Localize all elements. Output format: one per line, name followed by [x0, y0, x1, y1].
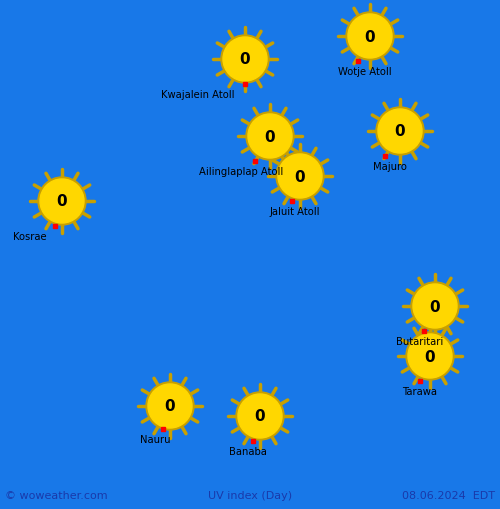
Circle shape	[278, 155, 322, 199]
Circle shape	[378, 110, 422, 154]
Text: Wotje Atoll: Wotje Atoll	[338, 67, 392, 77]
Text: 0: 0	[430, 299, 440, 314]
Circle shape	[221, 36, 269, 84]
Text: Majuro: Majuro	[373, 162, 407, 172]
Text: 08.06.2024  EDT: 08.06.2024 EDT	[402, 490, 495, 500]
Circle shape	[223, 38, 267, 82]
Circle shape	[40, 180, 84, 223]
Text: Kwajalein Atoll: Kwajalein Atoll	[161, 90, 235, 100]
Text: 0: 0	[264, 129, 276, 144]
Text: UV index (Day): UV index (Day)	[208, 490, 292, 500]
Circle shape	[248, 115, 292, 159]
Circle shape	[146, 382, 194, 430]
Text: 0: 0	[56, 194, 68, 209]
Text: Kosrae: Kosrae	[13, 232, 47, 242]
Circle shape	[406, 332, 454, 380]
Text: 0: 0	[364, 30, 376, 44]
Circle shape	[411, 282, 459, 330]
Text: Butaritari: Butaritari	[396, 336, 444, 346]
Circle shape	[346, 13, 394, 61]
Text: Banaba: Banaba	[229, 446, 267, 456]
Text: Ailinglaplap Atoll: Ailinglaplap Atoll	[199, 166, 283, 177]
Text: Tarawa: Tarawa	[402, 386, 438, 396]
Text: 0: 0	[164, 399, 175, 414]
Circle shape	[246, 113, 294, 161]
Circle shape	[348, 15, 392, 59]
Circle shape	[376, 108, 424, 156]
Circle shape	[148, 384, 192, 428]
Circle shape	[236, 392, 284, 440]
Text: Nauru: Nauru	[140, 434, 170, 444]
Circle shape	[413, 285, 457, 328]
Text: Jaluit Atoll: Jaluit Atoll	[270, 207, 320, 216]
Circle shape	[276, 153, 324, 201]
Text: 0: 0	[240, 52, 250, 67]
Circle shape	[38, 178, 86, 225]
Text: 0: 0	[254, 409, 266, 423]
Circle shape	[408, 334, 452, 378]
Circle shape	[238, 394, 282, 438]
Text: 0: 0	[424, 349, 436, 364]
Text: 0: 0	[294, 169, 306, 184]
Text: © woweather.com: © woweather.com	[5, 490, 108, 500]
Text: 0: 0	[394, 124, 406, 139]
